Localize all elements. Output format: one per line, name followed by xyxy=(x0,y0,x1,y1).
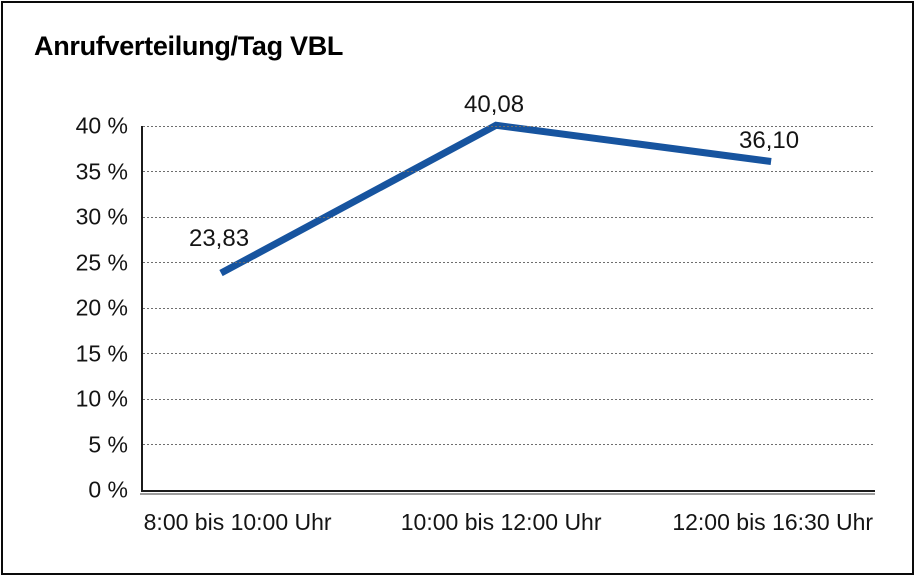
gridline-20 xyxy=(143,307,875,309)
chart-title: Anrufverteilung/Tag VBL xyxy=(34,31,344,61)
x-tick-label: 8:00 bis 10:00 Uhr xyxy=(143,509,332,535)
gridline-10 xyxy=(143,398,875,400)
y-tick-label: 20 % xyxy=(75,294,128,321)
y-tick-label: 0 % xyxy=(88,476,128,503)
y-tick-label: 40 % xyxy=(75,112,128,139)
y-tick-label: 15 % xyxy=(75,340,128,366)
gridline-35 xyxy=(143,171,875,172)
x-axis-underline xyxy=(140,493,875,495)
data-value-label: 36,10 xyxy=(739,127,800,155)
gridline-30 xyxy=(143,216,875,218)
line-series-svg xyxy=(219,121,772,277)
data-value-label: 23,83 xyxy=(188,225,250,253)
gridline-25 xyxy=(143,262,875,263)
data-value-label: 40,08 xyxy=(464,91,525,119)
y-tick-label: 10 % xyxy=(75,385,128,412)
gridline-40 xyxy=(143,125,875,127)
x-tick-label: 10:00 bis 12:00 Uhr xyxy=(400,509,602,535)
gridline-5 xyxy=(143,444,875,445)
gridline-15 xyxy=(143,353,875,354)
y-tick-label: 25 % xyxy=(75,249,128,275)
y-tick-label: 5 % xyxy=(88,431,128,457)
data-line xyxy=(219,121,772,277)
plot-area xyxy=(141,121,875,492)
y-tick-label: 30 % xyxy=(75,203,128,230)
x-tick-label: 12:00 bis 16:30 Uhr xyxy=(672,509,874,535)
y-tick-label: 35 % xyxy=(75,158,128,184)
